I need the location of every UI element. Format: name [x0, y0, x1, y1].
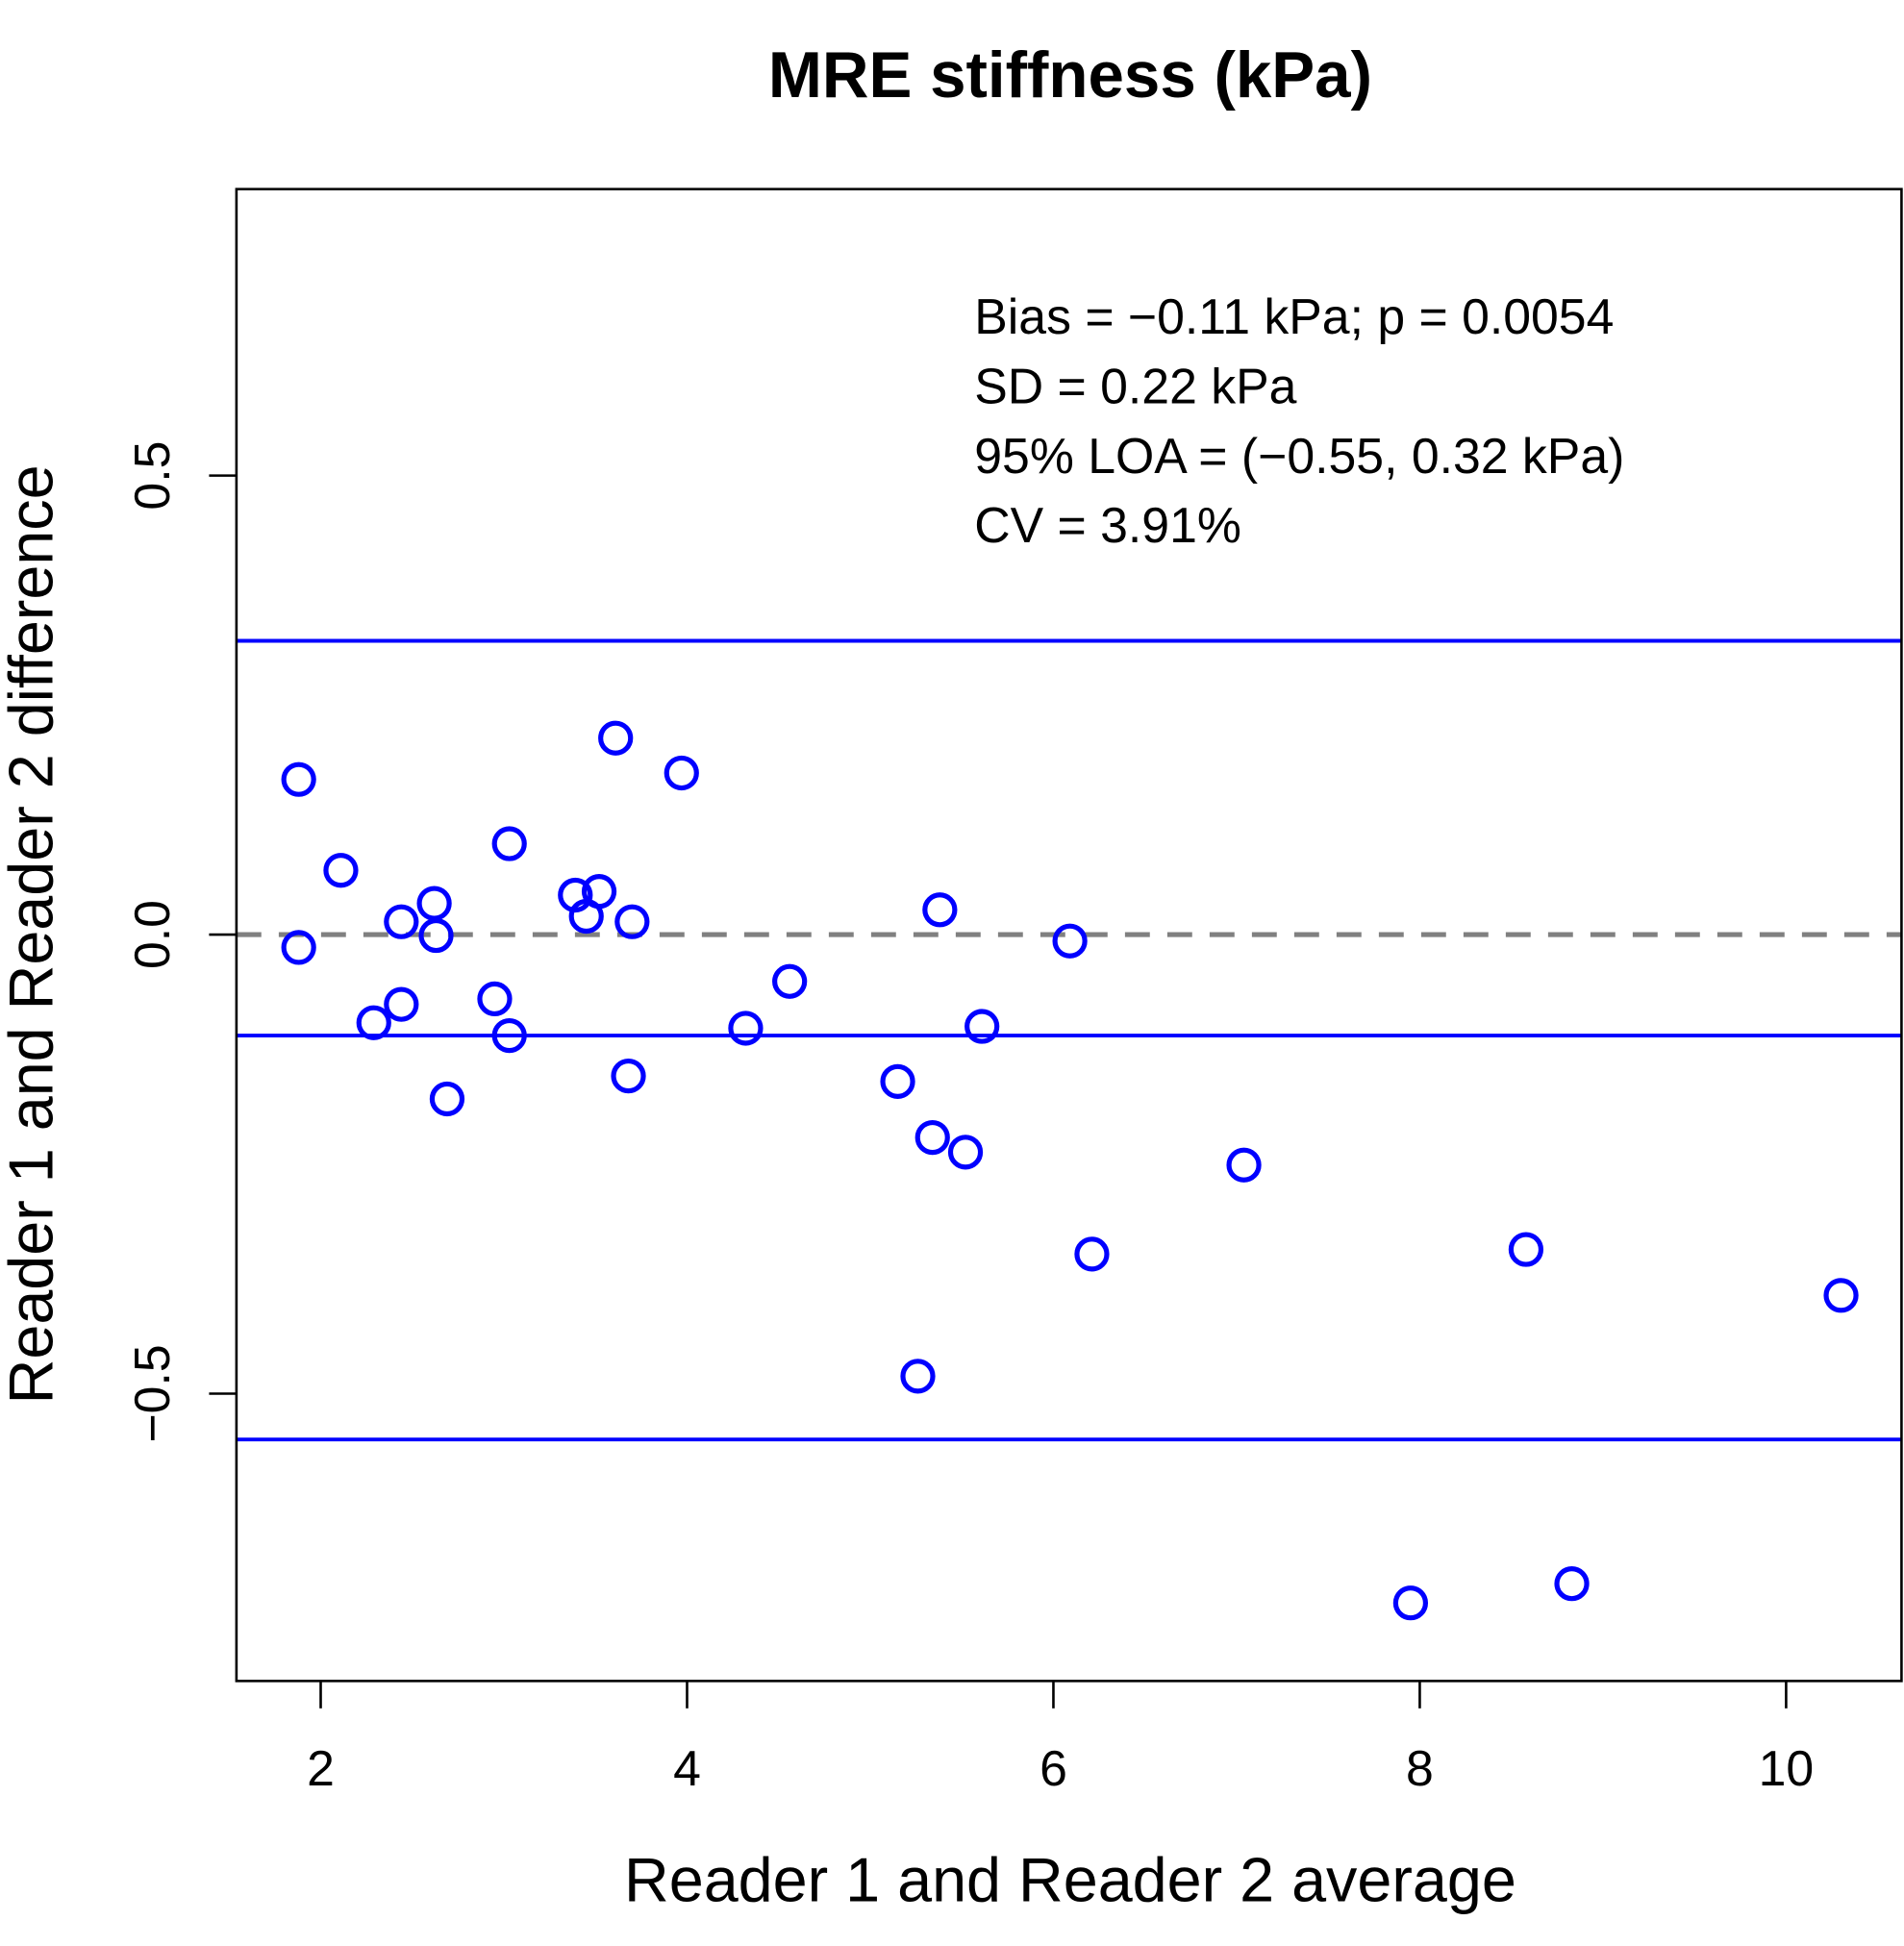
data-point: [900, 1359, 936, 1394]
x-tick-label: 2: [307, 1740, 335, 1796]
data-point: [323, 853, 359, 888]
data-point: [429, 1081, 465, 1117]
data-point: [614, 904, 650, 939]
data-point: [611, 1058, 646, 1094]
data-point: [384, 904, 419, 939]
y-tick-label: −0.5: [124, 1344, 180, 1442]
x-axis-label: Reader 1 and Reader 2 average: [624, 1844, 1516, 1914]
data-point: [772, 963, 808, 999]
data-point: [880, 1063, 915, 1099]
data-point: [1074, 1236, 1110, 1272]
data-point: [491, 826, 527, 861]
reference-lines: [236, 638, 1902, 1442]
x-tick-label: 10: [1759, 1740, 1815, 1796]
data-point: [281, 761, 316, 797]
data-point: [947, 1135, 984, 1170]
data-point: [965, 1009, 1000, 1044]
data-points: [281, 720, 1859, 1621]
data-point: [491, 1017, 527, 1054]
y-tick-label: 0.5: [124, 441, 180, 511]
y-axis: −0.5 0.0 0.5: [124, 441, 237, 1443]
annotation-cv: CV = 3.91%: [974, 497, 1241, 553]
data-point: [384, 986, 419, 1022]
x-tick-label: 8: [1406, 1740, 1434, 1796]
annotation-loa: 95% LOA = (−0.55, 0.32 kPa): [974, 428, 1624, 484]
x-tick-label: 4: [673, 1740, 701, 1796]
annotation-sd: SD = 0.22 kPa: [974, 358, 1296, 413]
data-point: [416, 886, 452, 921]
x-axis: 2 4 6 8 10: [307, 1681, 1814, 1796]
y-tick-label: 0.0: [124, 900, 180, 969]
data-point: [1052, 923, 1088, 959]
data-point: [281, 930, 316, 965]
data-point: [418, 917, 454, 954]
data-point: [1226, 1147, 1262, 1183]
x-tick-label: 6: [1040, 1740, 1067, 1796]
data-point: [1508, 1232, 1544, 1267]
data-point: [1392, 1585, 1429, 1621]
data-point: [1554, 1566, 1590, 1602]
data-point: [581, 874, 617, 910]
annotation-block: Bias = −0.11 kPa; p = 0.0054 SD = 0.22 k…: [974, 288, 1624, 553]
annotation-bias: Bias = −0.11 kPa; p = 0.0054: [974, 288, 1614, 344]
data-point: [922, 892, 958, 928]
chart-title: MRE stiffness (kPa): [768, 39, 1372, 112]
data-point: [728, 1010, 764, 1046]
data-point: [1823, 1278, 1859, 1313]
data-point: [477, 981, 513, 1017]
y-axis-label: Reader 1 and Reader 2 difference: [0, 464, 65, 1404]
data-point: [356, 1005, 391, 1040]
data-point: [598, 720, 634, 756]
data-point: [914, 1119, 950, 1156]
data-point: [664, 755, 699, 791]
